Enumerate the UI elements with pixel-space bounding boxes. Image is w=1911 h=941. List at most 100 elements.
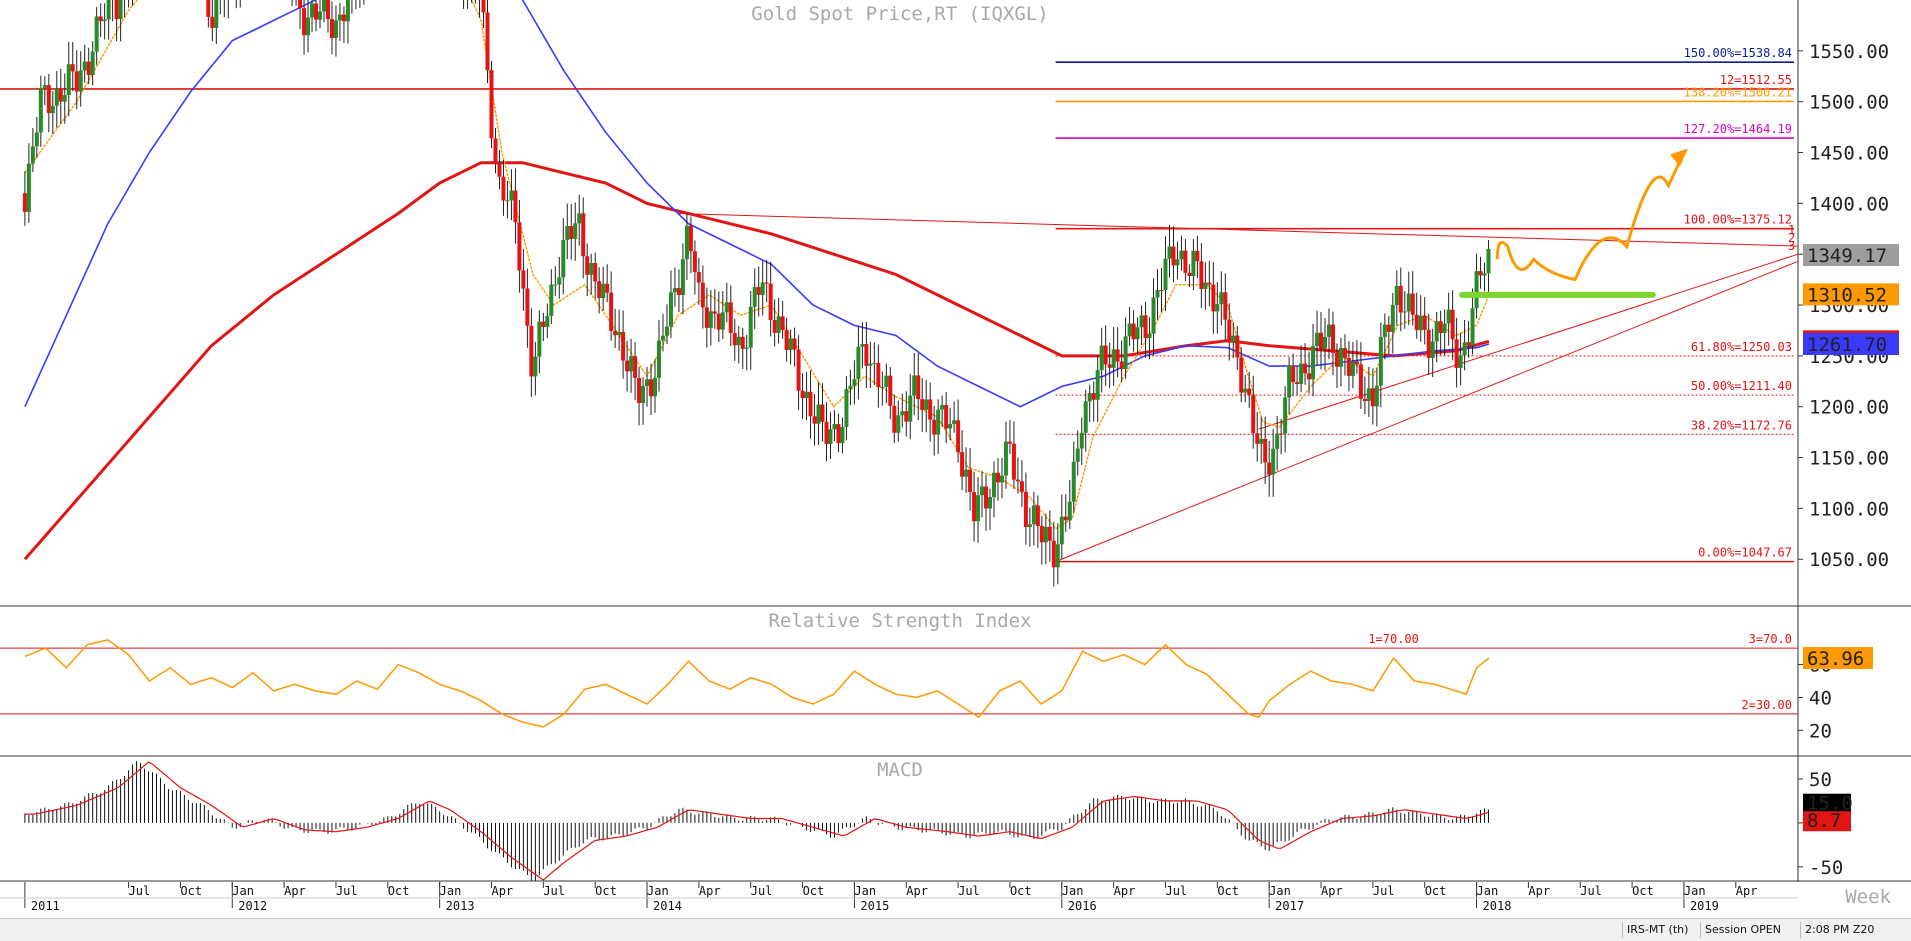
candle-body <box>1031 505 1036 525</box>
candle-body <box>593 263 598 282</box>
fib-level-label: 138.20%=1500.21 <box>1684 85 1792 99</box>
candle-body <box>724 302 729 313</box>
candle-body <box>1079 432 1084 449</box>
year-label: 2015 <box>860 899 889 913</box>
candle-body <box>493 138 498 164</box>
ma-short-line <box>24 0 1490 530</box>
candle-body <box>1450 309 1455 340</box>
price-badge-bg <box>1803 283 1899 306</box>
fib-level-label: 0.00%=1047.67 <box>1698 546 1792 560</box>
candle-body <box>995 472 1000 483</box>
candle-body <box>1307 373 1312 380</box>
candle-body <box>1047 526 1052 541</box>
candle-body <box>1418 315 1423 331</box>
candle-body <box>1011 443 1016 480</box>
candle-body <box>1430 341 1435 358</box>
trendline-upper <box>678 213 1799 247</box>
candle-body <box>1247 388 1252 396</box>
macd-histogram <box>24 761 1490 881</box>
candle-body <box>485 12 490 71</box>
year-label: 2018 <box>1483 899 1512 913</box>
candle-body <box>804 391 809 399</box>
candle-body <box>820 404 825 422</box>
candle-body <box>589 263 594 275</box>
candle-body <box>601 283 606 299</box>
month-label: Oct <box>1632 884 1654 898</box>
candle-body <box>999 475 1004 483</box>
price-tick-label: 1500.00 <box>1809 92 1889 114</box>
candle-body <box>1330 324 1335 353</box>
month-label: Oct <box>388 884 410 898</box>
candle-body <box>545 315 550 327</box>
candle-body <box>325 0 330 20</box>
macd-tick-label: 50 <box>1809 769 1832 791</box>
candle-body <box>1231 335 1236 343</box>
candle-body <box>808 391 813 417</box>
fib-level-label: 127.20%=1464.19 <box>1684 122 1792 136</box>
candle-body <box>1283 397 1288 434</box>
candle-body <box>501 176 506 201</box>
month-label: Jan <box>232 884 254 898</box>
candle-body <box>318 11 323 20</box>
candle-body <box>1386 324 1391 332</box>
candle-body <box>976 495 981 522</box>
status-account[interactable]: IRS-MT (th) <box>1622 922 1692 938</box>
candle-body <box>341 14 346 22</box>
price-panel[interactable]: Gold Spot Price,RT (IQXGL) 150.00%=1538.… <box>0 0 1899 587</box>
candle-body <box>30 146 35 164</box>
price-tick-label: 1100.00 <box>1809 498 1889 520</box>
candle-body <box>1446 309 1451 324</box>
candle-body <box>1319 332 1324 349</box>
candle-body <box>964 469 969 477</box>
candle-body <box>816 404 821 424</box>
candle-body <box>1175 259 1180 266</box>
candle-body <box>1370 388 1375 407</box>
candle-body <box>1303 363 1308 374</box>
rsi-panel[interactable]: Relative Strength Index 1=70.00 3=70.0 2=3… <box>0 610 1873 742</box>
candle-body <box>302 8 307 36</box>
year-label: 2017 <box>1275 899 1304 913</box>
year-label: 2014 <box>653 899 682 913</box>
candle-body <box>1458 355 1463 368</box>
candle-body <box>1434 321 1439 342</box>
candle-body <box>984 486 989 509</box>
candle-body <box>617 331 622 336</box>
candle-body <box>1083 401 1088 433</box>
candle-body <box>1191 250 1196 276</box>
projection-arrow-head <box>1669 148 1688 167</box>
candle-body <box>920 399 925 410</box>
candle-body <box>1239 357 1244 393</box>
month-label: Jul <box>1373 884 1395 898</box>
candle-body <box>792 338 797 350</box>
month-label: Apr <box>491 884 513 898</box>
candle-body <box>1251 395 1256 434</box>
candle-body <box>1135 327 1140 340</box>
candle-body <box>333 20 338 39</box>
price-badge-bg <box>1803 244 1899 267</box>
candle-body <box>1111 349 1116 368</box>
candle-body <box>98 16 103 22</box>
rsi-level-label: 3=70.0 <box>1749 632 1792 646</box>
candle-body <box>38 87 43 133</box>
candle-body <box>1151 297 1156 334</box>
month-label: Apr <box>699 884 721 898</box>
candle-body <box>656 340 661 378</box>
candle-body <box>1390 305 1395 332</box>
candle-body <box>668 292 673 327</box>
candle-body <box>537 321 542 357</box>
candle-body <box>788 338 793 350</box>
candle-body <box>1235 335 1240 358</box>
candle-body <box>533 356 538 377</box>
candle-body <box>329 19 334 39</box>
candle-body <box>1482 273 1487 276</box>
candle-body <box>1103 345 1108 365</box>
price-tick-label: 1150.00 <box>1809 448 1889 470</box>
candle-body <box>1334 352 1339 367</box>
candle-body <box>102 19 107 22</box>
candle-body <box>1442 323 1447 333</box>
candle-body <box>1279 433 1284 435</box>
candle-body <box>880 386 885 388</box>
candle-body <box>1394 285 1399 306</box>
